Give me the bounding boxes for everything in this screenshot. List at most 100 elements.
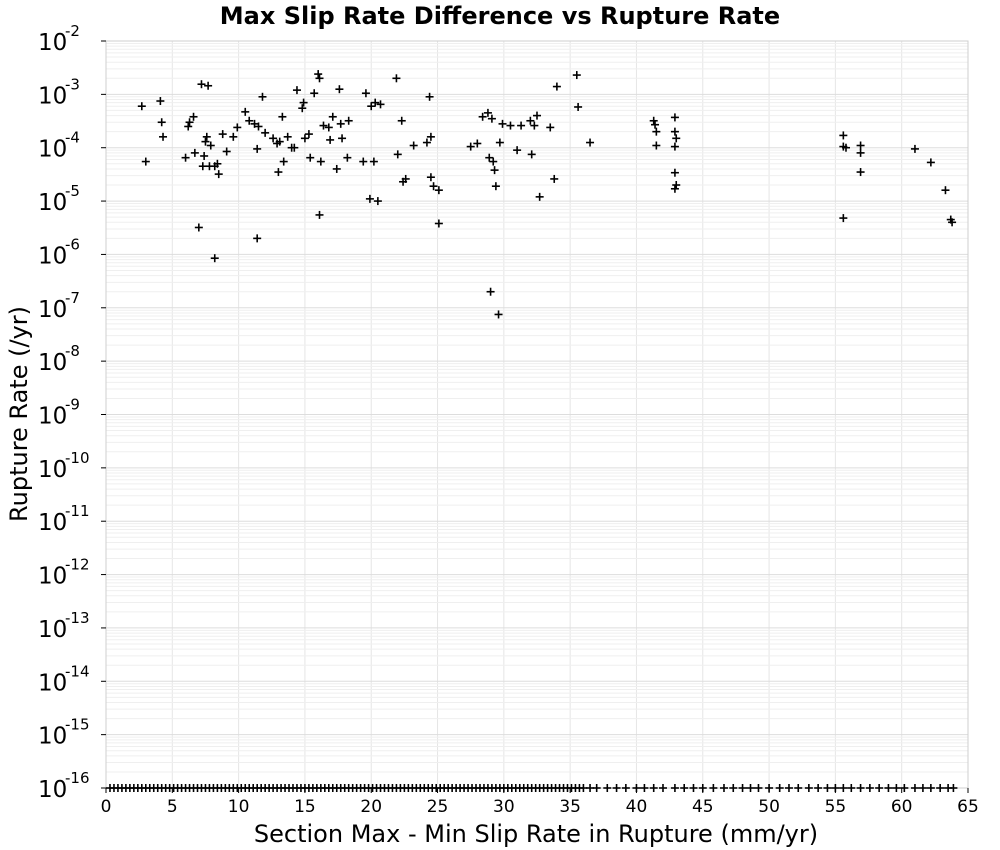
data-point [213,159,222,168]
data-point [367,102,376,111]
data-point [365,194,374,203]
x-tick-label: 25 [427,797,449,817]
y-tick-label: 10-13 [38,609,90,643]
y-tick-label: 10-14 [38,662,90,696]
y-tick-base: 10 [38,510,67,536]
x-tick-label: 15 [294,797,316,817]
data-point [527,150,536,159]
data-point [948,218,957,227]
data-point [326,135,335,144]
data-point [222,147,231,156]
data-point [393,150,402,159]
data-point [839,214,848,223]
x-axis-label: Section Max - Min Slip Rate in Rupture (… [254,820,818,848]
data-point [670,127,679,136]
floor-data-point [775,784,784,792]
data-point [517,121,526,130]
floor-data-point [784,784,793,792]
y-tick-base: 10 [38,30,67,56]
y-tick-exponent: -12 [65,556,90,574]
y-tick-exponent: -5 [65,182,80,200]
y-tick-exponent: -7 [65,289,80,307]
floor-data-point [621,784,630,792]
data-point [526,116,535,125]
y-tick-base: 10 [38,350,67,376]
data-point [670,142,679,151]
y-tick-exponent: -16 [65,769,90,787]
floor-data-point [918,784,927,792]
x-tick-label: 60 [891,797,913,817]
data-point [429,182,438,191]
x-tick-label: 30 [493,797,515,817]
floor-data-point [847,784,856,792]
data-point [652,127,661,136]
data-point [910,144,919,153]
floor-data-point [670,784,679,792]
data-point [194,223,203,232]
y-tick-base: 10 [38,564,67,590]
x-tick-label: 40 [626,797,648,817]
data-points [137,70,957,319]
data-point [315,210,324,219]
data-point [649,116,658,125]
y-tick-label: 10-9 [38,396,80,430]
data-point [261,128,270,137]
y-tick-base: 10 [38,777,67,803]
data-point [299,98,308,107]
y-tick-base: 10 [38,137,67,163]
data-point [533,111,541,120]
y-tick-exponent: -2 [65,22,80,40]
data-point [336,119,345,128]
y-tick-base: 10 [38,617,67,643]
x-tick-label: 35 [559,797,581,817]
data-point [292,86,301,95]
data-point [425,92,434,101]
data-point [190,148,199,157]
y-axis-ticks: 10-210-310-410-510-610-710-810-910-1010-… [38,22,106,803]
floor-data-point [839,784,848,792]
data-point [181,153,190,162]
y-tick-exponent: -6 [65,235,80,253]
data-point [214,170,223,179]
data-point [361,89,370,98]
floor-data-point [738,784,747,792]
data-point [586,138,595,147]
data-point [434,186,443,195]
data-point [491,182,500,191]
data-point [841,143,850,152]
data-point [275,137,284,146]
x-tick-label: 65 [957,797,979,817]
data-point [241,107,250,116]
data-point [487,114,496,123]
grid-lines [105,41,969,789]
y-tick-base: 10 [38,83,67,109]
data-point [535,192,544,201]
data-point [159,132,168,141]
floor-data-point [649,784,658,792]
y-tick-base: 10 [38,457,67,483]
data-point [495,138,504,147]
data-point [343,153,352,162]
y-tick-exponent: -4 [65,129,80,147]
data-point [941,186,950,195]
data-point [426,173,435,182]
data-point [300,134,309,143]
data-point [315,74,324,83]
y-tick-label: 10-6 [38,235,80,269]
floor-data-point [592,784,601,792]
y-tick-base: 10 [38,190,67,216]
y-axis-label: Rupture Rate (/yr) [5,306,33,522]
y-tick-label: 10-4 [38,129,80,163]
floor-data-point [658,784,667,792]
data-point [651,120,660,129]
floor-data-point [910,784,919,792]
data-point [189,112,198,121]
y-tick-base: 10 [38,297,67,323]
data-point [670,113,679,122]
data-point [856,148,865,157]
data-point [513,146,522,155]
data-point [253,234,262,243]
data-point [376,100,385,109]
floor-data-point [856,784,865,792]
data-point [498,119,507,128]
